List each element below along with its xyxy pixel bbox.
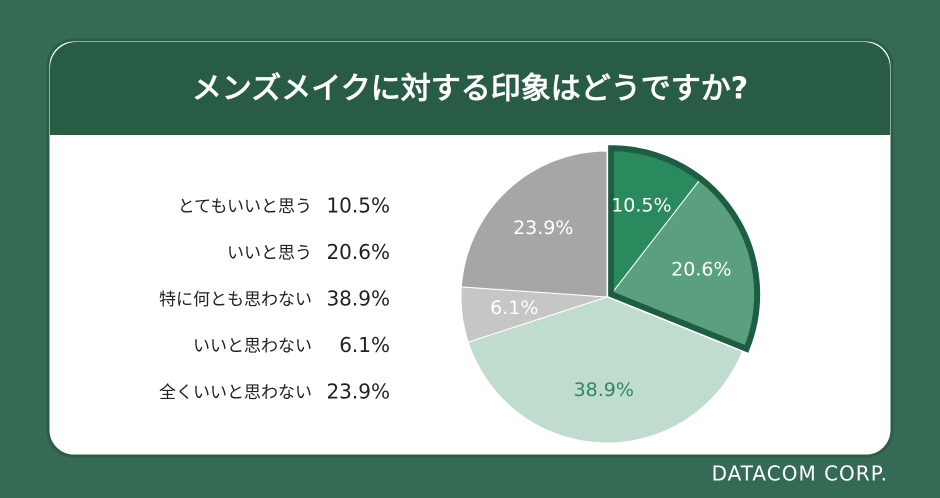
slice-label: 38.9%: [574, 379, 634, 401]
footer: DATACOM CORP.: [712, 462, 888, 486]
header-band: [50, 42, 890, 135]
legend-label: 全くいいと思わない: [159, 383, 312, 403]
slice-label: 20.6%: [671, 258, 731, 280]
pie-slice: [460, 150, 608, 298]
slice-label: 10.5%: [611, 194, 671, 216]
chart-title: メンズメイクに対する印象はどうですか?: [192, 72, 748, 107]
highlight-outline: [608, 145, 761, 353]
legend-value: 20.6%: [326, 240, 390, 264]
pie-slice: [467, 296, 744, 444]
legend-value: 23.9%: [326, 380, 390, 404]
slice-label: 23.9%: [513, 217, 573, 239]
legend-value: 6.1%: [339, 333, 390, 357]
legend-label: いいと思わない: [193, 337, 312, 357]
legend-label: 特に何とも思わない: [159, 290, 312, 310]
legend-value: 38.9%: [326, 287, 390, 311]
legend-label: いいと思う: [227, 244, 312, 264]
legend-label: とてもいいと思う: [178, 197, 312, 217]
legend-value: 10.5%: [326, 194, 390, 218]
slice-label: 6.1%: [490, 297, 538, 319]
